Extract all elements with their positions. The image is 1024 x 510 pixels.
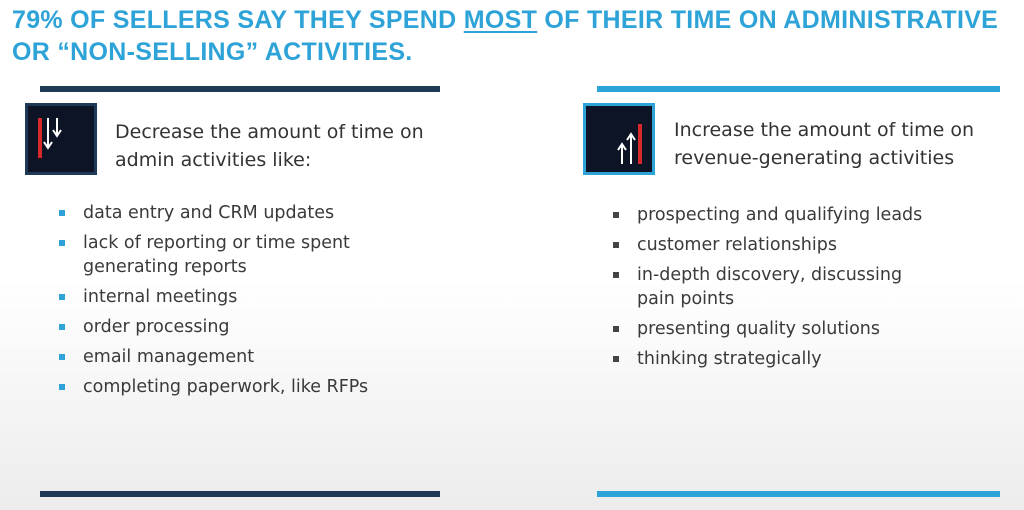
bullet-item: email management — [59, 345, 383, 369]
bullet-item: lack of reporting or time spent generati… — [59, 231, 383, 279]
bullet-item: customer relationships — [613, 233, 937, 257]
title-text: 79% OF SELLERS SAY THEY SPEND — [12, 6, 464, 34]
column-heading: Increase the amount of time on revenue-g… — [674, 119, 975, 169]
divider — [597, 86, 1000, 92]
divider — [597, 491, 1000, 497]
column-heading: Decrease the amount of time on admin act… — [115, 121, 424, 171]
title-text: OF THEIR TIME ON ADMINISTRATIVE OR “NON-… — [12, 6, 999, 66]
icon-graphic — [38, 118, 62, 158]
bullet-item: internal meetings — [59, 285, 383, 309]
divider — [40, 491, 440, 497]
bullet-item: thinking strategically — [613, 347, 937, 371]
bullet-item: data entry and CRM updates — [59, 201, 383, 225]
bullet-item: prospecting and qualifying leads — [613, 203, 937, 227]
title-emphasis: MOST — [463, 6, 538, 34]
bullet-item: completing paperwork, like RFPs — [59, 375, 383, 399]
bullet-item: in-depth discovery, discussing pain poin… — [613, 263, 937, 311]
icon-graphic — [617, 124, 642, 164]
increase-icon — [583, 103, 655, 175]
title: 79% OF SELLERS SAY THEY SPEND MOST OF TH… — [12, 4, 1012, 68]
bullet-item: order processing — [59, 315, 383, 339]
divider — [40, 86, 440, 92]
bullet-list: prospecting and qualifying leads customer… — [613, 203, 937, 377]
bullet-list: data entry and CRM updates lack of report… — [59, 201, 383, 405]
bullet-item: presenting quality solutions — [613, 317, 937, 341]
decrease-icon — [25, 103, 97, 175]
